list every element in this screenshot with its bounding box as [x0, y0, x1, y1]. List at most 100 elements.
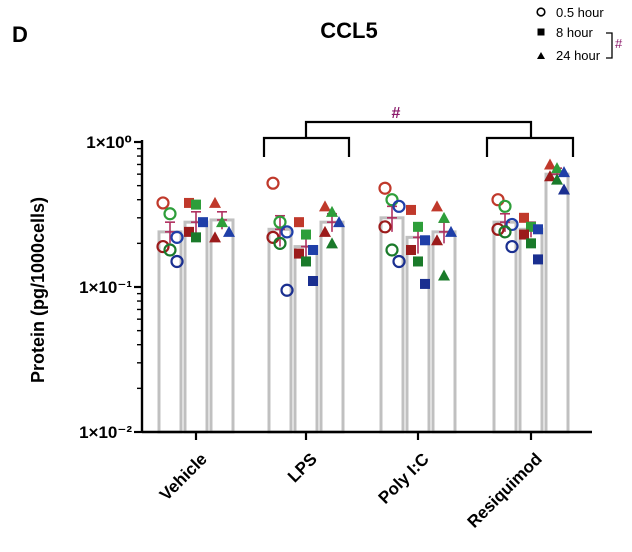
- data-point-square: [308, 244, 318, 255]
- data-point-square: [294, 217, 304, 228]
- data-point-square: [406, 244, 416, 255]
- data-point-circle: [280, 283, 294, 297]
- bar-LPS-8 hour: [293, 245, 319, 434]
- data-point-circle: [491, 193, 505, 207]
- data-point-square: [533, 254, 543, 265]
- data-point-circle: [170, 254, 184, 269]
- legend-bracket-symbol: #: [615, 36, 623, 51]
- chart-title: CCL5: [320, 18, 377, 43]
- data-point-circle: [385, 193, 399, 207]
- bar-Poly I:C-0.5 hour: [379, 216, 405, 434]
- data-point-circle: [280, 225, 294, 239]
- data-point-triangle: [216, 216, 228, 228]
- data-point-circle: [170, 230, 184, 244]
- data-point-square: [526, 221, 536, 232]
- data-point-circle: [498, 225, 512, 239]
- data-point-triangle: [544, 158, 556, 170]
- data-point-circle: [491, 222, 505, 236]
- data-point-square: [413, 256, 423, 267]
- legend-label-0-5-hour: 0.5 hour: [556, 5, 604, 20]
- data-point-triangle: [319, 225, 331, 237]
- legend-triangle-marker: [537, 52, 545, 59]
- bar-Resiquimod-24 hour: [544, 172, 570, 434]
- data-point-square: [191, 232, 201, 243]
- data-point-square: [533, 224, 543, 235]
- data-point-square: [198, 217, 208, 228]
- data-point-circle: [392, 254, 406, 269]
- x-tick-label: LPS: [284, 449, 321, 486]
- data-point-square: [184, 226, 194, 237]
- data-point-square: [406, 204, 416, 215]
- y-tick-label: 1×10⁰: [86, 133, 132, 152]
- data-point-square: [184, 197, 194, 208]
- data-point-triangle: [438, 211, 450, 223]
- data-point-triangle: [319, 200, 331, 212]
- data-point-triangle: [326, 205, 338, 217]
- bar-LPS-0.5 hour: [267, 227, 293, 434]
- data-point-triangle: [445, 225, 457, 237]
- legend-circle-marker: [536, 7, 546, 17]
- x-tick-label: Resiquimod: [464, 449, 546, 531]
- data-point-square: [301, 256, 311, 267]
- data-point-circle: [385, 243, 399, 257]
- data-point-square: [301, 229, 311, 240]
- data-point-circle: [498, 199, 512, 213]
- data-point-triangle: [544, 170, 556, 182]
- data-point-triangle: [558, 183, 570, 195]
- data-points: [156, 158, 570, 297]
- x-tick-label: Poly I:C: [375, 449, 433, 507]
- bar-Vehicle-8 hour: [183, 220, 209, 434]
- data-point-square: [413, 221, 423, 232]
- panel-letter: D: [12, 22, 28, 47]
- bar-Resiquimod-0.5 hour: [492, 220, 518, 434]
- data-point-square: [526, 238, 536, 249]
- data-point-circle: [273, 215, 287, 229]
- y-axis-label: Protein (pg/1000cells): [28, 197, 48, 383]
- data-point-triangle: [209, 196, 221, 208]
- y-ticks: 1×10⁰ 1×10⁻¹ 1×10⁻²: [79, 133, 142, 442]
- data-point-circle: [392, 199, 406, 213]
- data-point-circle: [378, 220, 392, 234]
- data-point-circle: [163, 243, 177, 257]
- legend-label-24-hour: 24 hour: [556, 48, 601, 63]
- data-point-triangle: [223, 225, 235, 237]
- data-point-circle: [266, 176, 280, 190]
- data-point-square: [294, 248, 304, 259]
- y-tick-label: 1×10⁻²: [79, 423, 132, 442]
- data-point-triangle: [551, 162, 563, 174]
- bar-Poly I:C-24 hour: [431, 230, 457, 434]
- data-point-square: [420, 278, 430, 289]
- data-point-circle: [505, 239, 519, 254]
- data-point-triangle: [438, 269, 450, 281]
- data-point-square: [519, 212, 529, 223]
- data-point-triangle: [209, 231, 221, 243]
- bars: [157, 172, 570, 434]
- x-tick-label: Vehicle: [156, 449, 211, 504]
- data-point-circle: [163, 207, 177, 221]
- bar-Poly I:C-8 hour: [405, 235, 431, 434]
- data-point-circle: [273, 236, 287, 250]
- data-point-square: [519, 229, 529, 240]
- legend: 0.5 hour 8 hour 24 hour #: [536, 5, 623, 63]
- x-ticks: Vehicle LPS Poly I:C Resiquimod: [156, 432, 546, 532]
- significance-bracket: #: [262, 105, 575, 157]
- data-point-square: [420, 235, 430, 246]
- data-point-triangle: [326, 237, 338, 249]
- data-point-triangle: [558, 166, 570, 178]
- data-point-circle: [378, 181, 392, 195]
- data-point-triangle: [431, 200, 443, 212]
- significance-symbol: #: [392, 105, 401, 122]
- legend-label-8-hour: 8 hour: [556, 25, 594, 40]
- data-point-triangle: [551, 173, 563, 185]
- data-point-square: [191, 199, 201, 210]
- data-point-circle: [505, 217, 519, 232]
- bar-Vehicle-0.5 hour: [157, 230, 183, 434]
- legend-square-marker: [537, 28, 545, 36]
- data-point-circle: [156, 239, 170, 254]
- bar-Vehicle-24 hour: [209, 218, 235, 434]
- data-point-square: [308, 275, 318, 286]
- legend-bracket: [606, 32, 613, 59]
- bar-LPS-24 hour: [319, 220, 345, 434]
- data-point-triangle: [333, 216, 345, 228]
